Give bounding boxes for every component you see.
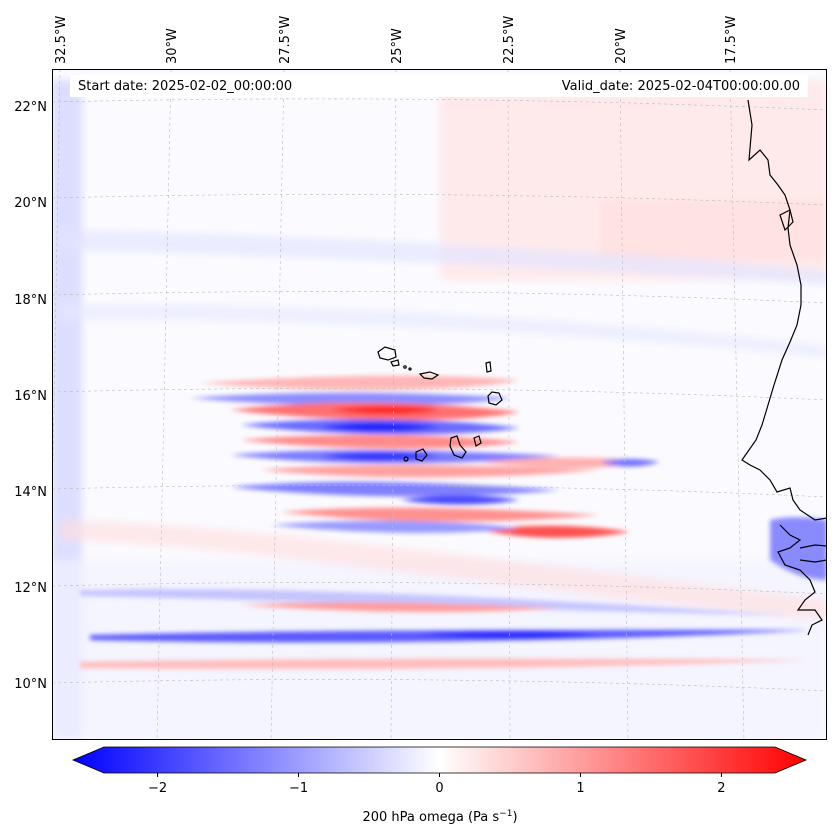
island-branco xyxy=(408,367,412,371)
lon-label: 32.5°W xyxy=(54,16,69,64)
colorbar-label: 200 hPa omega (Pa s−1) xyxy=(362,809,517,825)
colorbar: −2 −1 0 1 2 200 hPa omega (Pa s−1) xyxy=(71,746,808,825)
island-santa-luzia xyxy=(403,365,407,369)
island-fogo xyxy=(415,448,428,462)
valid-date-label: Valid_date: 2025-02-04T00:00:00.00 xyxy=(562,79,800,94)
coastline-inlet xyxy=(779,209,794,232)
island-sal xyxy=(485,361,492,373)
colorbar-label-main: 200 hPa omega (Pa s xyxy=(362,810,499,825)
colorbar-label-close: ) xyxy=(512,810,517,825)
colorbar-bar xyxy=(71,746,808,774)
lon-label: 17.5°W xyxy=(724,16,739,64)
header-info-box xyxy=(70,75,808,97)
cape-verde-islands xyxy=(377,346,503,462)
island-sao-nicolau xyxy=(418,371,440,380)
omega-field-broad xyxy=(52,80,827,740)
colorbar-tick-label: 0 xyxy=(435,781,443,796)
coastline xyxy=(741,99,827,636)
lat-label: 22°N xyxy=(14,100,47,115)
coastline-estuary xyxy=(799,544,827,563)
lat-label: 18°N xyxy=(14,293,47,308)
colorbar-tick-label: −2 xyxy=(148,781,167,796)
lon-label: 20°W xyxy=(614,28,629,64)
africa-coastline xyxy=(741,99,827,636)
lat-label: 14°N xyxy=(14,485,47,500)
lat-label: 10°N xyxy=(14,677,47,692)
lon-label: 22.5°W xyxy=(502,16,517,64)
lat-label: 12°N xyxy=(14,581,47,596)
latitude-labels: 22°N 20°N 18°N 16°N 14°N 12°N 10°N xyxy=(14,100,47,692)
island-maio xyxy=(473,435,482,447)
start-date-label: Start date: 2025-02-02_00:00:00 xyxy=(78,79,292,94)
colorbar-tick-label: −1 xyxy=(289,781,308,796)
lat-label: 20°N xyxy=(14,196,47,211)
map-gridlines xyxy=(52,69,827,740)
island-sao-vicente xyxy=(390,359,400,367)
island-santiago xyxy=(449,435,467,459)
lon-label: 30°W xyxy=(165,28,180,64)
colorbar-tick-label: 2 xyxy=(717,781,725,796)
lat-label: 16°N xyxy=(14,389,47,404)
map-frame xyxy=(52,69,827,740)
colorbar-ticks: −2 −1 0 1 2 xyxy=(148,773,726,796)
island-brava xyxy=(403,456,409,462)
omega-field-bands xyxy=(80,375,827,670)
longitude-labels: 32.5°W 30°W 27.5°W 25°W 22.5°W 20°W 17.5… xyxy=(54,16,739,64)
colorbar-label-sup: −1 xyxy=(499,809,512,819)
island-santo-antao xyxy=(377,346,397,361)
island-boa-vista xyxy=(487,391,503,406)
lon-label: 25°W xyxy=(390,28,405,64)
colorbar-tick-label: 1 xyxy=(576,781,584,796)
lon-label: 27.5°W xyxy=(278,16,293,64)
map-panel xyxy=(52,69,827,740)
